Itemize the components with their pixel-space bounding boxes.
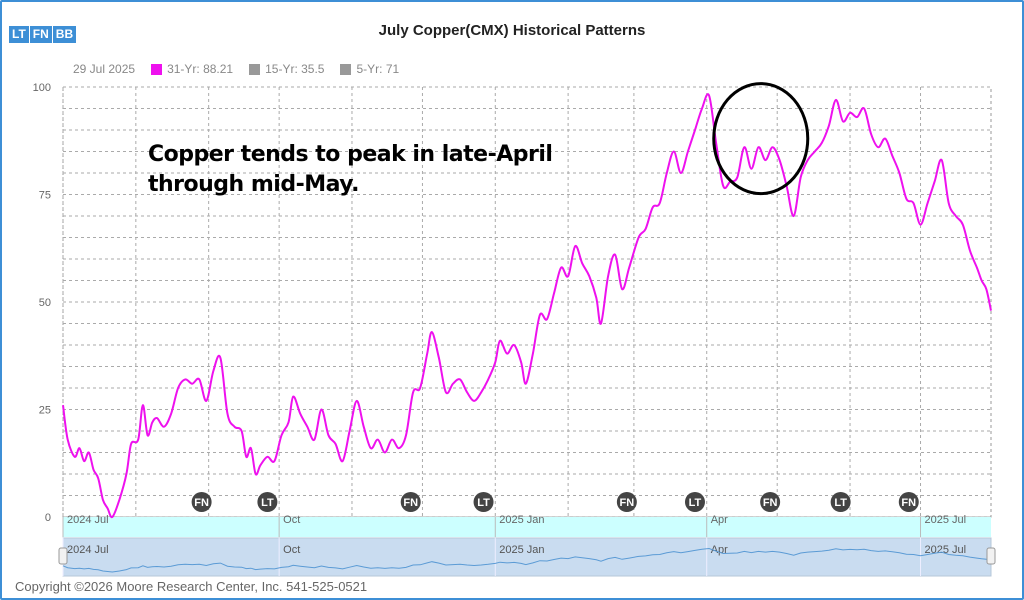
event-marker-label: FN <box>901 497 916 509</box>
event-marker-lt: LT <box>684 492 705 512</box>
legend-label-5yr: 5-Yr: 71 <box>356 62 400 76</box>
event-marker-circle <box>760 492 781 512</box>
legend-item-31yr[interactable]: 31-Yr: 88.21 <box>151 62 233 76</box>
navigator-tick-label: 2025 Jan <box>499 544 544 556</box>
event-marker-fn: FN <box>400 492 421 512</box>
event-marker-circle <box>830 492 851 512</box>
chart-title: July Copper(CMX) Historical Patterns <box>378 22 646 39</box>
event-marker-fn: FN <box>760 492 781 512</box>
navigator-range <box>62 537 992 577</box>
event-marker-label: FN <box>194 497 209 509</box>
event-marker-lt: LT <box>473 492 494 512</box>
event-marker-label: LT <box>261 497 274 509</box>
legend-date: 29 Jul 2025 <box>73 62 136 76</box>
x-tick-label: 2024 Jul <box>67 514 109 526</box>
legend-item-5yr[interactable]: 5-Yr: 71 <box>340 62 399 76</box>
navigator-handle-right <box>986 547 996 565</box>
series-line-31yr <box>62 93 992 519</box>
legend-swatch-15yr <box>249 63 261 75</box>
x-tick-label: Oct <box>283 514 300 526</box>
navigator-tick-label: Oct <box>283 544 300 556</box>
bb-badge-button[interactable]: BB <box>52 26 77 43</box>
event-marker-label: LT <box>477 497 490 509</box>
y-tick-label: 100 <box>33 82 51 94</box>
event-marker-circle <box>616 492 637 512</box>
event-marker-label: FN <box>620 497 635 509</box>
event-marker-lt: LT <box>830 492 851 512</box>
event-marker-circle <box>898 492 919 512</box>
event-marker-lt: LT <box>257 492 278 512</box>
event-marker-label: FN <box>763 497 778 509</box>
y-tick-label: 75 <box>39 190 51 202</box>
copyright-footer: Copyright ©2026 Moore Research Center, I… <box>15 579 368 594</box>
legend-label-15yr: 15-Yr: 35.5 <box>265 62 325 76</box>
fn-badge-button[interactable]: FN <box>29 26 52 43</box>
annotation-line-2: through mid-May. <box>148 172 359 197</box>
legend-label-31yr: 31-Yr: 88.21 <box>167 62 234 76</box>
event-marker-label: LT <box>834 497 847 509</box>
event-marker-circle <box>473 492 494 512</box>
navigator-line <box>62 547 992 573</box>
legend-item-15yr[interactable]: 15-Yr: 35.5 <box>249 62 324 76</box>
event-marker-circle <box>191 492 212 512</box>
x-tick-label: Apr <box>711 514 728 526</box>
event-band <box>63 517 991 537</box>
legend-swatch-5yr <box>340 63 352 75</box>
lt-badge-button[interactable]: LT <box>9 26 29 43</box>
event-marker-fn: FN <box>898 492 919 512</box>
event-marker-fn: FN <box>616 492 637 512</box>
x-tick-label: 2025 Jul <box>925 514 967 526</box>
legend: 29 Jul 2025 31-Yr: 88.21 15-Yr: 35.5 5-Y… <box>73 62 399 76</box>
chart-annotation: Copper tends to peak in late-April throu… <box>148 140 553 200</box>
event-marker-circle <box>400 492 421 512</box>
event-marker-label: FN <box>403 497 418 509</box>
annotation-line-1: Copper tends to peak in late-April <box>148 142 553 167</box>
event-marker-label: LT <box>689 497 702 509</box>
y-tick-label: 0 <box>45 512 51 524</box>
badge-group: LT FN BB <box>9 26 77 43</box>
x-tick-label: 2025 Jan <box>499 514 544 526</box>
event-marker-fn: FN <box>191 492 212 512</box>
navigator-handle-left <box>58 547 68 565</box>
y-tick-label: 25 <box>39 405 51 417</box>
event-marker-circle <box>257 492 278 512</box>
navigator-tick-label: 2024 Jul <box>67 544 109 556</box>
y-tick-label: 50 <box>39 297 51 309</box>
peak-highlight-ellipse <box>712 82 810 196</box>
event-marker-circle <box>684 492 705 512</box>
legend-swatch-31yr <box>151 63 163 75</box>
